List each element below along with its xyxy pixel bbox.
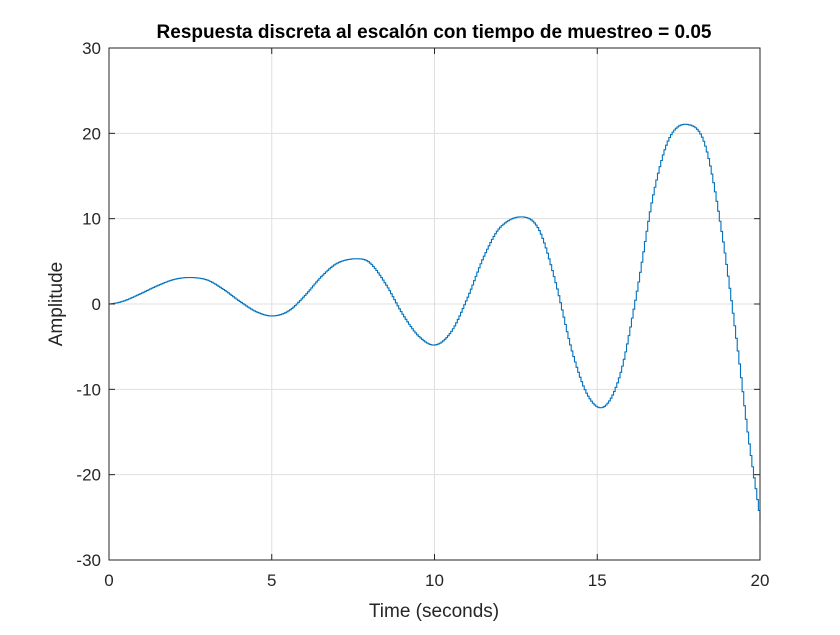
ticks: 0 5 10 15 20 -30 -20 -10 0 10 20 30 [76, 39, 769, 590]
x-tick-label: 20 [751, 571, 770, 590]
y-axis-label: Amplitude [46, 262, 67, 347]
series-layer [109, 123, 761, 522]
y-tick-label: -20 [76, 466, 101, 485]
x-tick-label: 0 [104, 571, 113, 590]
y-tick-label: -30 [76, 551, 101, 570]
grid [109, 48, 760, 560]
y-tick-label: 0 [92, 295, 101, 314]
chart-title: Respuesta discreta al escalón con tiempo… [157, 22, 712, 43]
y-tick-label: 30 [82, 39, 101, 58]
x-axis-label: Time (seconds) [369, 601, 499, 622]
y-tick-label: 10 [82, 210, 101, 229]
x-tick-label: 5 [267, 571, 276, 590]
y-tick-label: -10 [76, 380, 101, 399]
step-response-line [109, 123, 761, 522]
x-tick-label: 15 [588, 571, 607, 590]
x-tick-label: 10 [425, 571, 444, 590]
y-tick-label: 20 [82, 124, 101, 143]
